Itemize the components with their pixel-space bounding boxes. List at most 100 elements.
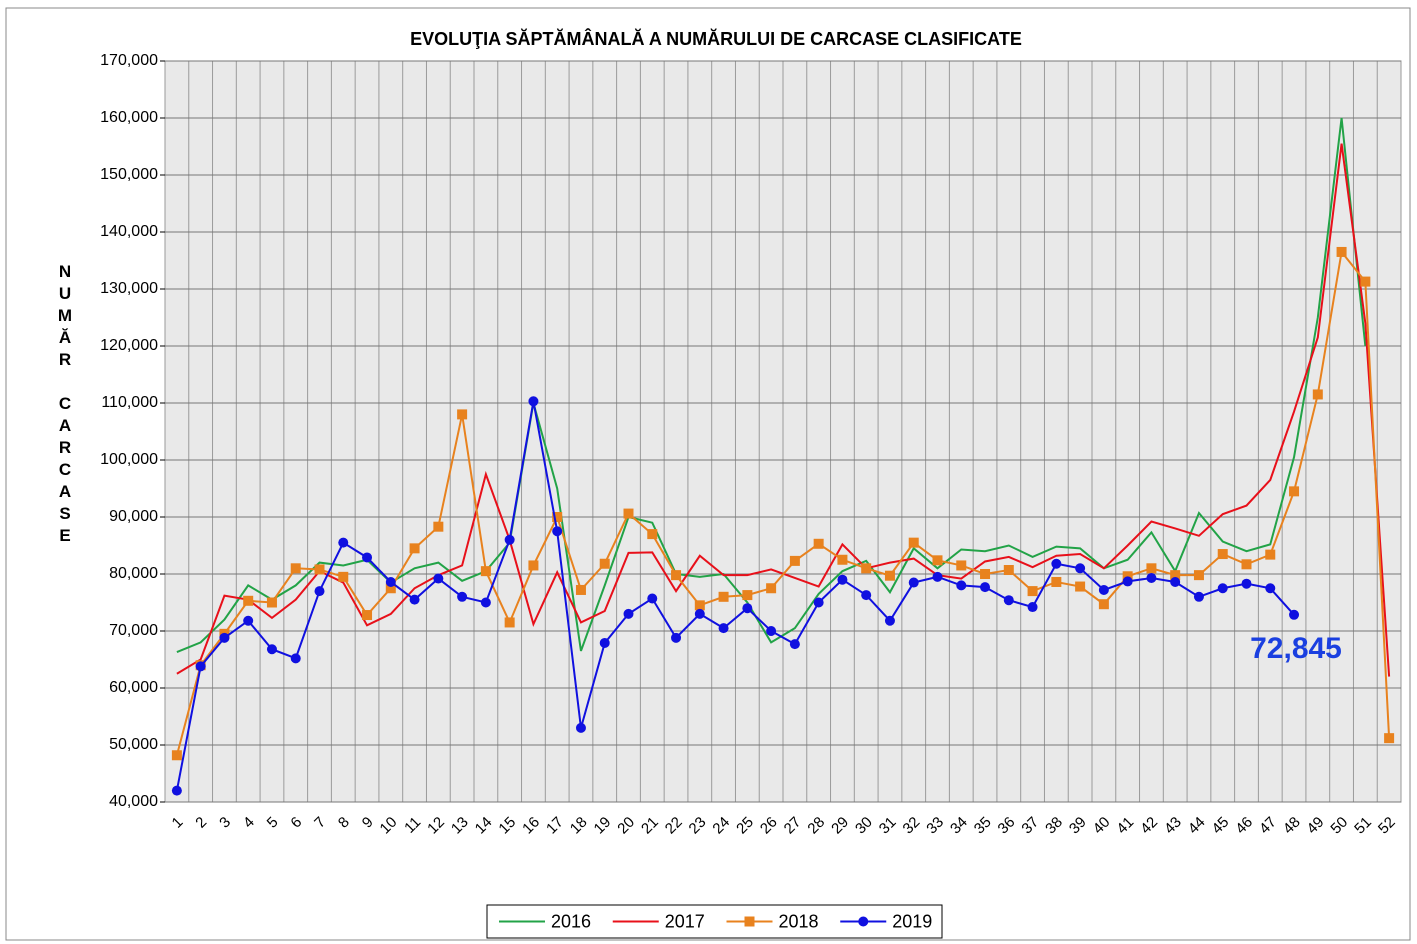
marker <box>195 661 206 672</box>
marker <box>1312 389 1323 400</box>
legend-label: 2017 <box>665 911 705 931</box>
legend-label: 2016 <box>551 911 591 931</box>
marker <box>290 653 301 664</box>
y-tick-label: 140,000 <box>100 223 158 240</box>
marker <box>1003 595 1014 606</box>
marker <box>409 594 420 605</box>
marker <box>599 558 610 569</box>
marker <box>1360 276 1371 287</box>
marker <box>575 722 586 733</box>
marker <box>1075 581 1086 592</box>
marker <box>742 603 753 614</box>
marker <box>671 632 682 643</box>
marker <box>766 583 777 594</box>
marker <box>932 571 943 582</box>
marker <box>243 615 254 626</box>
legend-marker <box>858 916 869 927</box>
marker <box>171 750 182 761</box>
marker <box>290 563 301 574</box>
marker <box>266 597 277 608</box>
marker <box>552 526 563 537</box>
marker <box>1193 591 1204 602</box>
marker <box>1122 571 1133 582</box>
marker <box>552 512 563 522</box>
marker <box>837 574 848 585</box>
marker <box>980 569 991 579</box>
marker <box>314 586 325 597</box>
y-tick-label: 170,000 <box>100 52 158 69</box>
marker <box>1241 578 1252 589</box>
marker <box>908 577 919 588</box>
marker <box>837 554 848 565</box>
marker <box>1146 572 1157 583</box>
legend-label: 2018 <box>779 911 819 931</box>
marker <box>1265 549 1276 560</box>
marker <box>338 571 349 582</box>
annotation: 72,845 <box>1250 632 1342 665</box>
marker <box>433 521 444 532</box>
marker <box>480 566 491 577</box>
marker <box>385 583 396 594</box>
y-tick-label: 80,000 <box>109 565 158 582</box>
marker <box>1170 570 1181 581</box>
marker <box>266 644 277 655</box>
marker <box>1384 733 1395 744</box>
marker <box>314 564 325 575</box>
marker <box>1098 599 1109 610</box>
marker <box>718 591 729 602</box>
marker <box>718 623 729 634</box>
marker <box>1217 549 1228 560</box>
marker <box>766 626 777 636</box>
y-tick-label: 110,000 <box>101 394 158 411</box>
marker <box>1265 583 1276 594</box>
marker <box>980 582 991 593</box>
marker <box>504 534 515 545</box>
marker <box>575 584 586 595</box>
marker <box>338 537 349 548</box>
marker <box>433 573 444 584</box>
marker <box>884 615 895 626</box>
y-tick-label: 60,000 <box>109 679 158 696</box>
marker <box>409 543 420 554</box>
marker <box>694 600 705 611</box>
marker <box>457 591 468 602</box>
marker <box>861 563 872 574</box>
series-line <box>175 249 1391 756</box>
marker <box>1027 586 1038 597</box>
marker <box>362 610 373 621</box>
y-tick-label: 150,000 <box>100 166 158 183</box>
marker <box>528 396 539 407</box>
marker <box>742 590 753 601</box>
marker <box>504 617 515 628</box>
marker <box>599 637 610 648</box>
marker <box>362 552 373 563</box>
chart-title: EVOLUŢIA SĂPTĂMÂNALĂ A NUMĂRULUI DE CARC… <box>410 28 1022 49</box>
marker <box>956 580 967 591</box>
marker <box>1075 563 1086 574</box>
marker <box>219 632 230 643</box>
y-axis-label: NUMĂR CARCASE <box>56 262 75 548</box>
marker <box>1170 576 1181 587</box>
marker <box>1289 486 1300 497</box>
marker <box>908 537 919 548</box>
marker <box>813 538 824 549</box>
y-tick-label: 40,000 <box>109 793 158 810</box>
marker <box>694 608 705 619</box>
marker <box>1193 570 1204 581</box>
legend-label: 2019 <box>892 911 932 931</box>
legend-marker <box>744 916 755 927</box>
marker <box>1051 558 1062 569</box>
marker <box>647 593 658 604</box>
marker <box>623 508 634 519</box>
y-tick-label: 160,000 <box>100 109 158 126</box>
marker <box>1051 576 1062 587</box>
marker <box>1146 563 1157 574</box>
marker <box>480 597 491 608</box>
marker <box>1241 559 1252 570</box>
marker <box>528 560 539 571</box>
marker <box>932 555 943 566</box>
marker <box>1122 576 1133 587</box>
y-tick-label: 70,000 <box>109 622 158 639</box>
y-tick-label: 90,000 <box>109 508 158 525</box>
